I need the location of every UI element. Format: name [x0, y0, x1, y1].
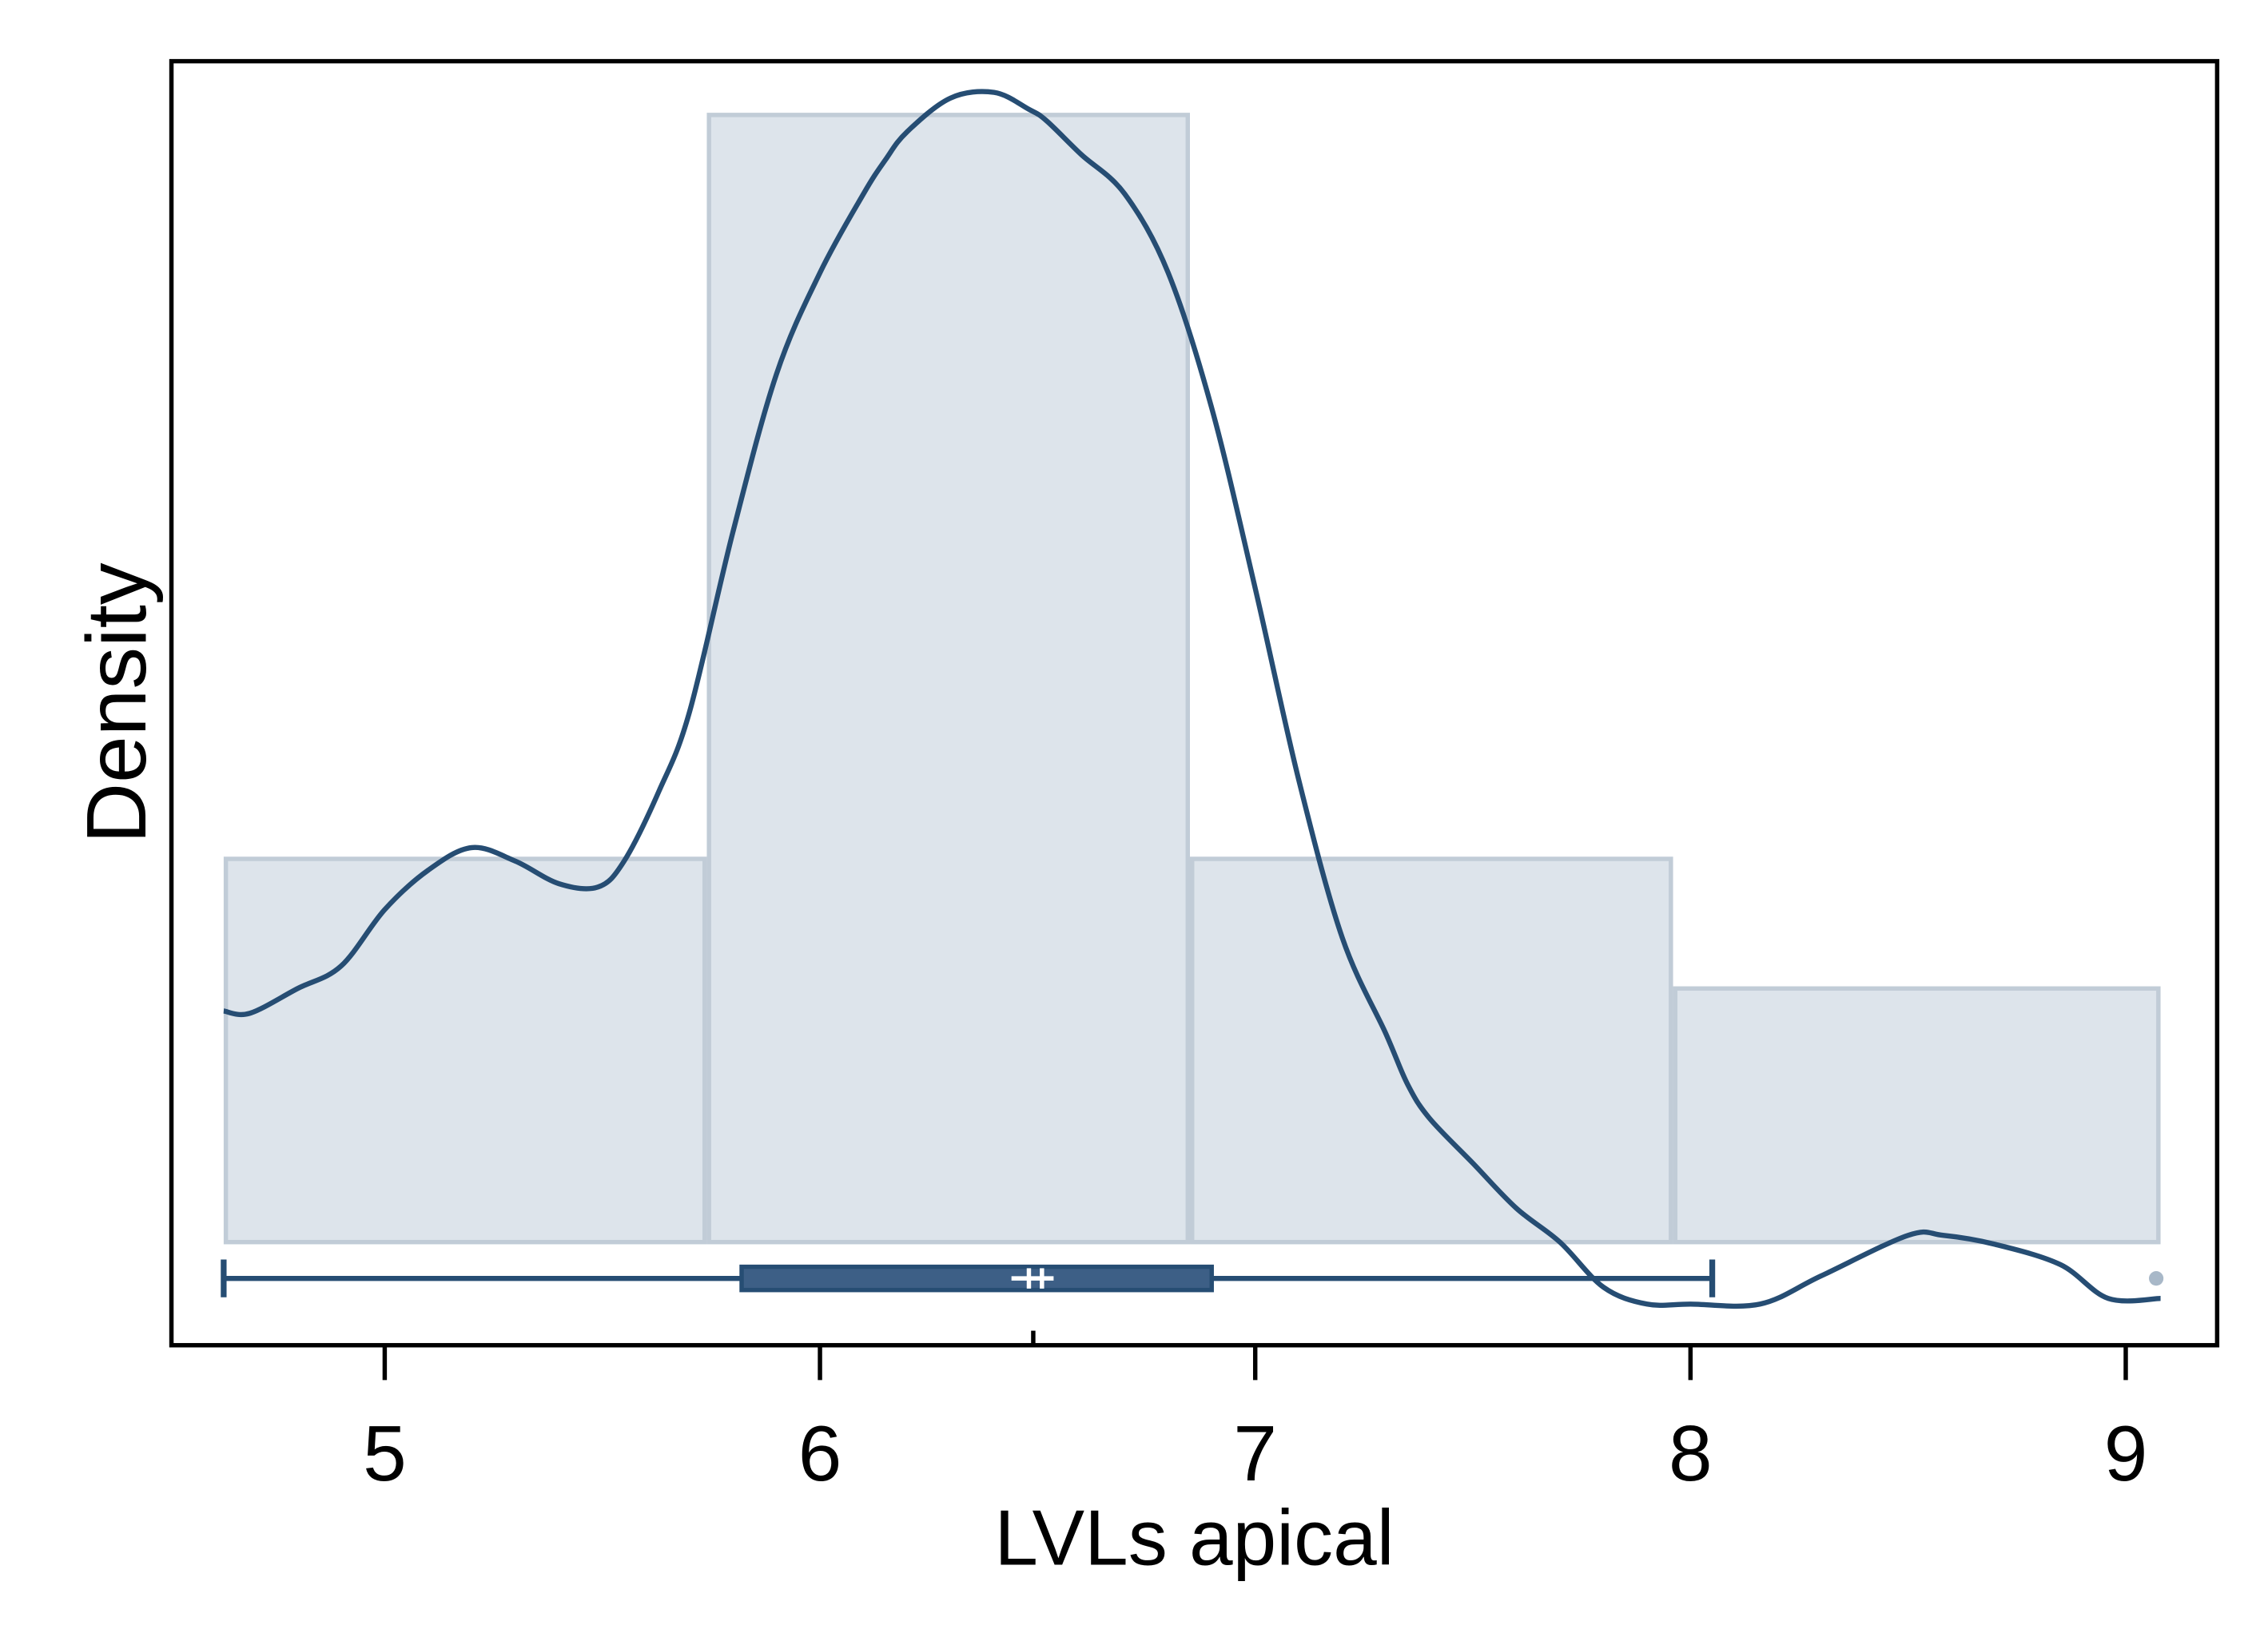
x-tick-label: 5 — [363, 1409, 407, 1497]
histogram-bar — [1190, 856, 1673, 1245]
plot-frame — [169, 58, 2220, 1348]
x-axis-ticks: 5 6 7 8 9 — [363, 1345, 2147, 1497]
x-axis-label: LVLs apical — [994, 1493, 1394, 1581]
histogram-bars — [223, 113, 2161, 1245]
x-tick-label: 6 — [798, 1409, 842, 1497]
y-axis-label: Density — [70, 562, 164, 844]
boxplot-outlier — [2149, 1271, 2164, 1286]
histogram-bar — [1673, 986, 2161, 1245]
density-curve — [223, 89, 2161, 1309]
boxplot-layer — [221, 1259, 2164, 1345]
histogram-bar — [706, 113, 1191, 1245]
x-tick-label: 7 — [1233, 1409, 1277, 1497]
density-curve-layer — [223, 89, 2161, 1309]
boxplot-box — [739, 1264, 1214, 1293]
x-tick-label: 9 — [2104, 1409, 2148, 1497]
x-tick-label: 8 — [1669, 1409, 1713, 1497]
histogram-bar — [223, 856, 707, 1245]
